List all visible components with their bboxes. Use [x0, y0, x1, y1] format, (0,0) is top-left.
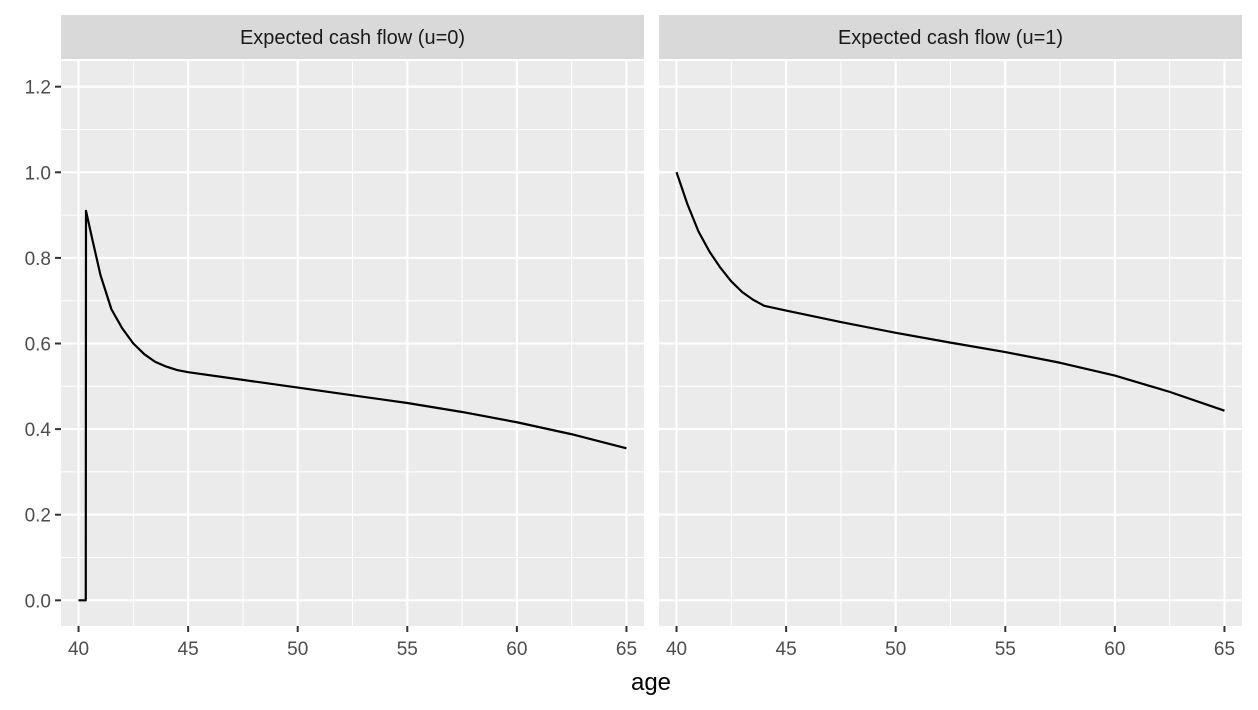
x-tick-label: 65 [616, 639, 637, 660]
y-tick-label: 0.6 [25, 335, 51, 356]
x-tick-label: 60 [506, 639, 527, 660]
x-tick-label: 45 [776, 639, 797, 660]
facet-strip [61, 15, 644, 59]
x-tick-label: 45 [178, 639, 199, 660]
x-axis: 40 45 50 55 60 65 40 45 50 55 60 65 [68, 626, 1235, 660]
facet-panel-u1: Expected cash flow (u=1) [659, 15, 1242, 626]
x-tick-label: 50 [885, 639, 906, 660]
x-tick-label: 65 [1214, 639, 1235, 660]
x-tick-label: 60 [1104, 639, 1125, 660]
facet-strip-label: Expected cash flow (u=0) [240, 27, 465, 49]
x-tick-label: 50 [287, 639, 308, 660]
y-tick-label: 0.4 [25, 420, 52, 441]
facet-panel-u0: Expected cash flow (u=0) [61, 15, 644, 626]
y-tick-label: 0.2 [25, 506, 51, 527]
facet-strip-label: Expected cash flow (u=1) [838, 27, 1063, 49]
x-tick-label: 40 [68, 639, 89, 660]
y-tick-label: 1.2 [25, 78, 51, 99]
x-tick-label: 40 [666, 639, 687, 660]
series-line [675, 171, 1225, 412]
y-axis: 0.0 0.2 0.4 0.6 0.8 1.0 1.2 [25, 78, 61, 612]
y-tick-label: 0.8 [25, 249, 51, 270]
x-tick-label: 55 [397, 639, 418, 660]
y-tick-label: 0.0 [25, 591, 51, 612]
y-tick-label: 1.0 [25, 163, 51, 184]
facet-strip [659, 15, 1242, 59]
x-axis-title: age [631, 669, 671, 696]
x-tick-label: 55 [995, 639, 1016, 660]
series-line [78, 209, 627, 602]
